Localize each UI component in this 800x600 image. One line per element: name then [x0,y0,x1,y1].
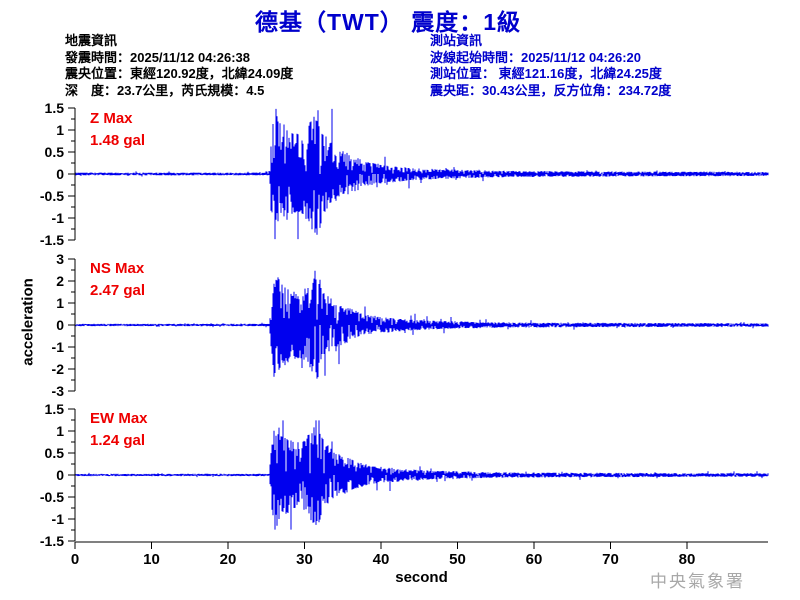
svg-text:3: 3 [56,251,64,267]
svg-text:0: 0 [56,467,64,483]
svg-text:80: 80 [679,551,696,568]
svg-text:0.5: 0.5 [45,445,65,461]
earthquake-info-heading: 地震資訊 [65,33,118,48]
svg-text:1.5: 1.5 [45,100,65,116]
svg-text:-0.5: -0.5 [40,489,64,505]
epicentral-distance: 震央距：30.43公里，反方位角：234.72度 [430,82,672,98]
svg-text:1: 1 [56,295,64,311]
ew-max-value: 1.24 gal [90,432,146,449]
z-max-value: 1.48 gal [90,132,146,149]
svg-text:30: 30 [296,551,313,568]
page-title: 德基（TWT） 震度：1級 [255,9,521,35]
svg-text:70: 70 [602,551,619,568]
svg-text:-1.5: -1.5 [40,533,64,549]
svg-text:-1.5: -1.5 [40,232,64,248]
svg-text:-1: -1 [52,511,65,527]
station-info-heading: 測站資訊 [430,33,483,48]
svg-text:0: 0 [56,166,64,182]
svg-text:40: 40 [373,551,390,568]
z-max-label: Z Max [90,110,133,127]
earthquake-info-block: 地震資訊 發震時間：2025/11/12 04:26:38 震央位置：東經120… [65,33,293,99]
svg-text:20: 20 [220,551,237,568]
svg-text:-3: -3 [52,383,65,399]
svg-text:2: 2 [56,273,64,289]
svg-text:0.5: 0.5 [45,144,65,160]
ns-max-value: 2.47 gal [90,282,146,299]
ns-max-label: NS Max [90,260,145,277]
svg-text:10: 10 [143,551,160,568]
svg-text:0: 0 [56,317,64,333]
svg-text:50: 50 [449,551,466,568]
station-location: 測站位置： 東經121.16度，北緯24.25度 [430,66,662,81]
origin-time: 發震時間：2025/11/12 04:26:38 [65,49,250,65]
svg-text:0: 0 [71,551,79,568]
svg-text:-2: -2 [52,361,65,377]
epicenter-location: 震央位置：東經120.92度，北緯24.09度 [65,66,294,81]
depth-magnitude: 深 度：23.7公里，芮氏規模：4.5 [65,82,265,98]
waveform-start-time: 波線起始時間：2025/11/12 04:26:20 [430,49,641,65]
agency-watermark: 中央氣象署 [650,572,745,591]
svg-text:60: 60 [526,551,543,568]
svg-text:-1: -1 [52,210,65,226]
svg-text:1: 1 [56,423,64,439]
ew-max-label: EW Max [90,410,148,427]
svg-text:1.5: 1.5 [45,401,65,417]
station-info-block: 測站資訊 波線起始時間：2025/11/12 04:26:20 測站位置： 東經… [430,33,671,99]
svg-text:-0.5: -0.5 [40,188,64,204]
svg-text:-1: -1 [52,339,65,355]
x-axis-title: second [395,569,448,586]
svg-text:1: 1 [56,122,64,138]
y-axis-title: acceleration [19,278,37,366]
